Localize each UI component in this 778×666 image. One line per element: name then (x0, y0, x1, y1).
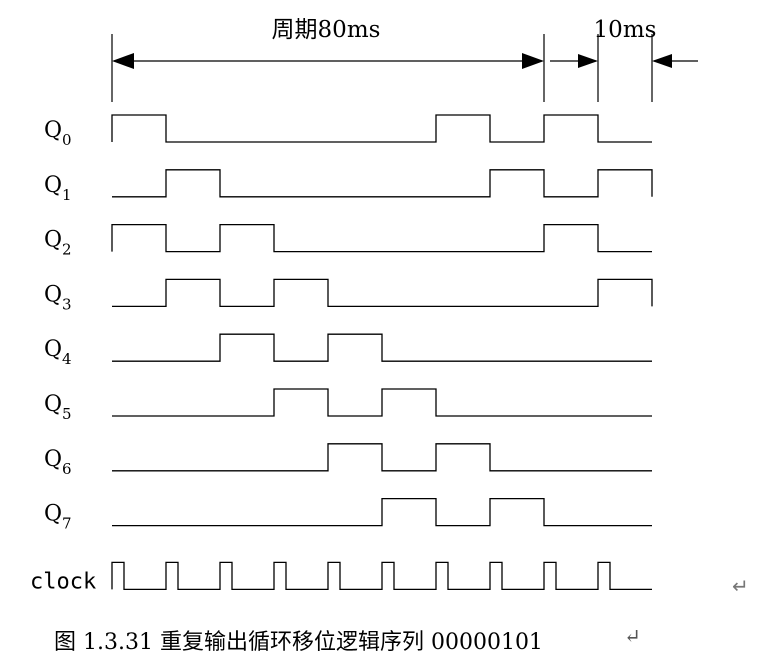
waveform-q6 (112, 443, 652, 472)
signal-label-q1: Q1 (44, 173, 72, 204)
step-label: 10ms (594, 17, 657, 43)
paragraph-mark: ↵ (732, 574, 749, 598)
signal-label-q2: Q2 (44, 228, 72, 259)
waveform-q0 (111, 114, 652, 143)
waveform-q5 (112, 388, 652, 417)
period-dimension: 周期80ms 10ms (111, 17, 698, 102)
caption-text: 图 1.3.31 重复输出循环移位逻辑序列 00000101 (54, 630, 543, 655)
waveform-q7 (112, 497, 652, 527)
waveform-q2 (111, 223, 652, 253)
clock-label: clock (30, 569, 96, 594)
waveform-q4 (112, 333, 652, 362)
signal-label-q6: Q6 (44, 447, 72, 478)
signal-label-q0: Q0 (44, 118, 72, 149)
signal-label-q7: Q7 (44, 502, 72, 533)
timing-diagram: 周期80ms 10ms Q0 Q1 Q2 Q3 Q4 Q5 Q6 Q7 clock (30, 17, 698, 594)
waveform-q1 (112, 169, 653, 198)
waveform-q3 (112, 278, 653, 308)
signal-label-q5: Q5 (44, 392, 72, 423)
signal-label-q3: Q3 (44, 282, 72, 313)
period-label: 周期80ms (272, 17, 381, 43)
clock-waveform (111, 561, 652, 591)
signal-label-q4: Q4 (44, 337, 72, 368)
caption-return-mark: ↵ (624, 624, 641, 648)
waveforms: Q0 Q1 Q2 Q3 Q4 Q5 Q6 Q7 clock (30, 114, 653, 594)
